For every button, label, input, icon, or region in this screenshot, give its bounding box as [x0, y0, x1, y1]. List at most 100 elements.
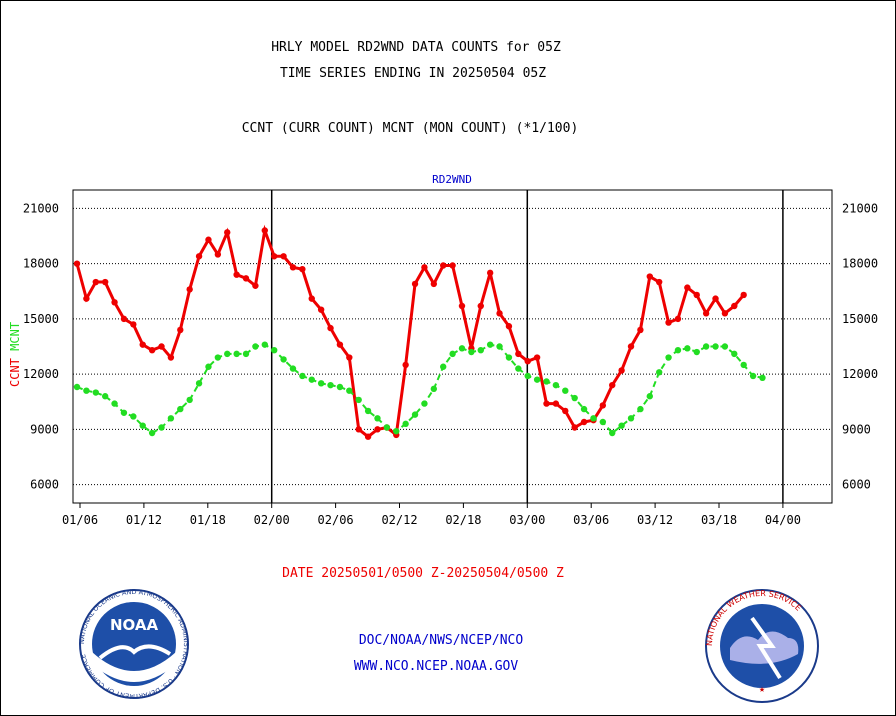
x-tick-label: 02/00: [254, 513, 290, 527]
data-point-mcnt: [712, 343, 719, 350]
data-point-mcnt: [496, 343, 503, 350]
data-point-ccnt: [233, 271, 240, 278]
data-point-mcnt: [646, 393, 653, 400]
y-tick-label-left: 15000: [23, 312, 59, 326]
data-point-mcnt: [674, 346, 682, 354]
data-point-ccnt: [543, 400, 550, 407]
y-tick-label-left: 21000: [23, 201, 59, 215]
y-tick-label-left: 18000: [23, 257, 59, 271]
data-point-mcnt: [92, 389, 99, 396]
data-point-mcnt: [655, 369, 663, 376]
data-point-ccnt: [111, 299, 118, 306]
data-point-ccnt: [440, 262, 447, 269]
data-point-mcnt: [261, 341, 268, 348]
data-point-mcnt: [205, 363, 212, 370]
data-point-ccnt: [599, 402, 607, 409]
data-point-ccnt: [177, 326, 184, 334]
data-point-mcnt: [618, 422, 625, 429]
data-point-ccnt: [280, 253, 287, 260]
data-point-ccnt: [458, 302, 466, 310]
date-range-label: DATE 20250501/0500 Z-20250504/0500 Z: [282, 566, 564, 581]
y-tick-label-left: 6000: [30, 478, 59, 492]
data-point-mcnt: [637, 405, 644, 413]
data-point-mcnt: [740, 361, 747, 369]
data-point-ccnt: [92, 278, 99, 286]
data-point-ccnt: [609, 381, 616, 389]
data-point-ccnt: [374, 426, 381, 433]
data-point-mcnt: [627, 415, 635, 422]
y-axis-label-space: [8, 351, 22, 358]
data-point-ccnt: [308, 295, 315, 302]
data-point-mcnt: [590, 415, 597, 422]
data-point-mcnt: [580, 405, 588, 413]
data-point-mcnt: [543, 378, 550, 385]
data-point-ccnt: [402, 361, 409, 369]
y-axis-label-ccnt: CCNT: [8, 358, 22, 387]
data-point-mcnt: [139, 422, 146, 429]
data-point-mcnt: [289, 365, 297, 372]
data-point-ccnt: [411, 280, 419, 288]
data-point-mcnt: [195, 380, 203, 387]
data-point-mcnt: [233, 350, 240, 358]
data-point-mcnt: [693, 348, 700, 356]
svg-text:★: ★: [759, 684, 765, 695]
data-point-mcnt: [130, 413, 137, 420]
y-axis-label-mcnt: MCNT: [8, 322, 22, 351]
data-point-mcnt: [177, 405, 184, 413]
data-point-ccnt: [336, 341, 344, 348]
data-point-ccnt: [740, 291, 747, 299]
data-point-mcnt: [749, 372, 757, 380]
data-point-ccnt: [73, 260, 81, 267]
y-tick-label-right: 9000: [842, 422, 871, 436]
data-point-ccnt: [477, 302, 484, 310]
y-axis-label: CCNT MCNT: [8, 322, 22, 387]
data-point-ccnt: [355, 426, 362, 433]
data-point-mcnt: [486, 341, 494, 348]
data-point-ccnt: [139, 341, 146, 348]
nws-seal-icon: NATIONAL WEATHER SERVICE ★: [705, 589, 819, 703]
data-point-mcnt: [721, 343, 729, 350]
data-point-ccnt: [665, 319, 672, 326]
data-point-mcnt: [458, 345, 466, 352]
y-tick-label-right: 6000: [842, 478, 871, 492]
data-point-ccnt: [684, 284, 691, 291]
data-point-mcnt: [430, 385, 438, 393]
footer-url: WWW.NCO.NCEP.NOAA.GOV: [353, 659, 519, 674]
data-point-ccnt: [702, 310, 710, 317]
data-point-ccnt: [270, 253, 278, 260]
data-point-ccnt: [430, 280, 438, 288]
data-point-ccnt: [627, 343, 635, 350]
data-point-ccnt: [224, 229, 231, 236]
data-point-ccnt: [496, 310, 503, 317]
x-tick-label: 02/18: [445, 513, 481, 527]
data-point-mcnt: [702, 343, 710, 350]
x-tick-label: 03/06: [573, 513, 609, 527]
y-tick-label-right: 15000: [842, 312, 878, 326]
data-point-mcnt: [308, 376, 315, 383]
data-point-ccnt: [580, 418, 588, 426]
data-point-ccnt: [158, 343, 165, 350]
x-tick-label: 01/06: [62, 513, 98, 527]
data-point-mcnt: [242, 350, 250, 358]
data-point-ccnt: [317, 306, 325, 313]
footer-org: DOC/NOAA/NWS/NCEP/NCO: [358, 633, 524, 648]
data-point-mcnt: [468, 348, 475, 356]
data-point-mcnt: [101, 393, 109, 400]
x-tick-label: 04/00: [765, 513, 801, 527]
data-point-ccnt: [712, 295, 719, 302]
data-point-mcnt: [280, 356, 287, 363]
data-point-ccnt: [449, 262, 456, 269]
data-point-mcnt: [759, 374, 766, 381]
plot-frame: [72, 189, 833, 504]
data-point-mcnt: [148, 429, 156, 437]
x-tick-label: 03/00: [509, 513, 545, 527]
series-line-mcnt: [76, 343, 763, 435]
data-point-mcnt: [477, 346, 484, 354]
data-point-mcnt: [533, 376, 541, 383]
data-point-ccnt: [674, 315, 682, 323]
data-point-mcnt: [411, 411, 419, 418]
series-line-ccnt: [75, 224, 745, 439]
data-point-mcnt: [299, 372, 306, 380]
data-point-ccnt: [721, 310, 729, 317]
